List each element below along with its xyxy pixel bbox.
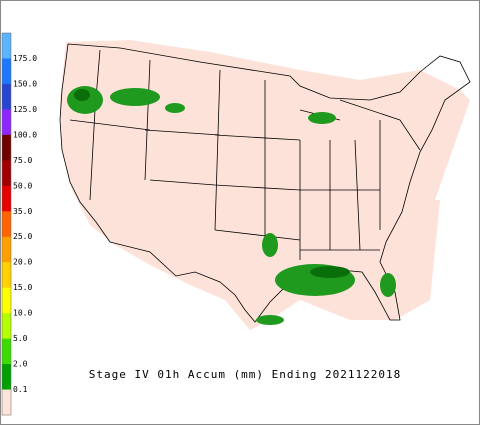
legend-swatch [2, 83, 11, 110]
legend-label: 5.0 [13, 334, 28, 343]
legend-label: 20.0 [13, 258, 32, 267]
legend-label: 35.0 [13, 207, 32, 216]
map [59, 40, 471, 330]
legend-label: 150.0 [13, 79, 37, 88]
legend-label: 15.0 [13, 283, 32, 292]
legend-label: 75.0 [13, 156, 32, 165]
legend-swatch [2, 364, 11, 391]
state-lines [69, 49, 421, 260]
legend-swatch [2, 58, 11, 85]
coastline [59, 43, 471, 323]
legend-swatch [2, 236, 11, 263]
legend-label: 175.0 [13, 54, 37, 63]
legend-label: 50.0 [13, 181, 32, 190]
legend-label: 125.0 [13, 105, 37, 114]
legend-label: 100.0 [13, 130, 37, 139]
legend-swatch [2, 211, 11, 238]
legend-swatch [2, 160, 11, 187]
legend-swatch [2, 262, 11, 289]
legend-swatch [2, 389, 11, 416]
legend-label: 10.0 [13, 309, 32, 318]
legend-border [1, 32, 12, 416]
legend-swatch [2, 185, 11, 212]
legend-swatch [2, 134, 11, 161]
legend-label: 2.0 [13, 360, 28, 369]
legend-swatch [2, 109, 11, 136]
legend-swatch [2, 338, 11, 365]
precip-areas [67, 86, 396, 325]
map-title: Stage IV 01h Accum (mm) Ending 202112201… [89, 368, 402, 381]
color-legend: 175.0 150.0 125.0 100.0 75.0 50.0 35.0 25.0 20.0… [1, 32, 37, 416]
legend-swatch [2, 287, 11, 314]
legend-swatch [2, 313, 11, 340]
legend-label: 0.1 [13, 385, 28, 394]
legend-swatch [2, 33, 11, 59]
legend-label: 25.0 [13, 232, 32, 241]
